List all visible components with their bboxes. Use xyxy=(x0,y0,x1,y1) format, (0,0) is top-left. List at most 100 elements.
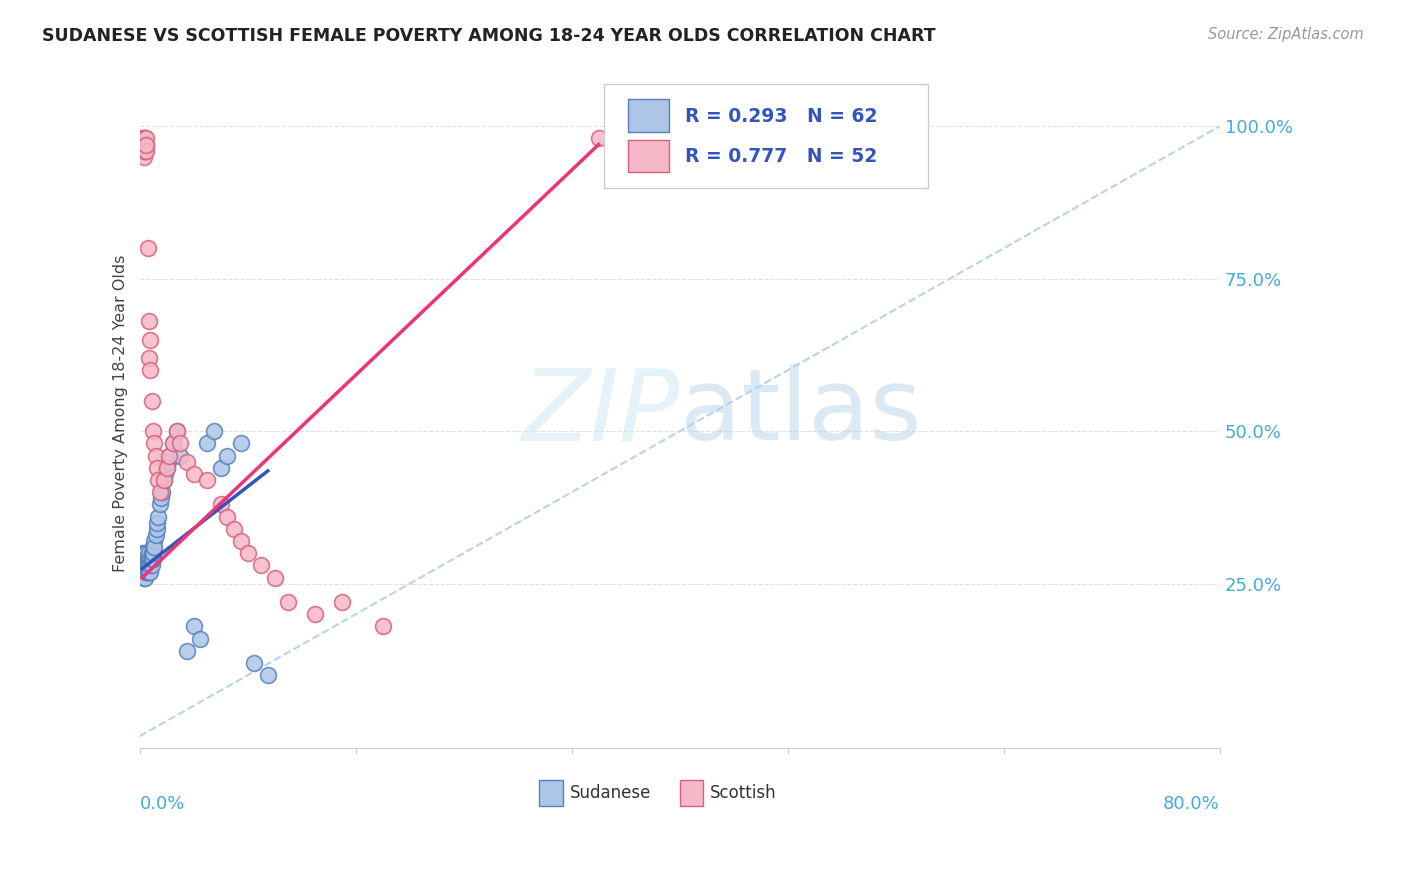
Point xyxy=(371,619,394,633)
Text: ZIP: ZIP xyxy=(522,365,679,461)
Bar xyxy=(627,140,669,172)
Point xyxy=(157,449,180,463)
Point xyxy=(132,137,155,152)
Point xyxy=(236,546,259,560)
Point xyxy=(131,546,153,560)
Point xyxy=(136,558,159,573)
Point xyxy=(149,485,172,500)
Point xyxy=(131,137,153,152)
Point xyxy=(155,461,177,475)
Point xyxy=(135,558,157,573)
Point xyxy=(138,552,160,566)
Point xyxy=(229,534,252,549)
Point xyxy=(135,131,157,145)
Text: 80.0%: 80.0% xyxy=(1163,796,1220,814)
Point xyxy=(131,131,153,145)
Point xyxy=(195,473,218,487)
Point xyxy=(142,546,165,560)
Point xyxy=(138,558,160,573)
Point xyxy=(155,461,177,475)
Point xyxy=(136,558,159,573)
Point xyxy=(132,131,155,145)
Text: SUDANESE VS SCOTTISH FEMALE POVERTY AMONG 18-24 YEAR OLDS CORRELATION CHART: SUDANESE VS SCOTTISH FEMALE POVERTY AMON… xyxy=(42,27,936,45)
Point xyxy=(142,540,165,554)
Point xyxy=(142,552,165,566)
Point xyxy=(136,552,159,566)
Point xyxy=(134,144,156,158)
Text: R = 0.777   N = 52: R = 0.777 N = 52 xyxy=(685,147,877,167)
Point xyxy=(166,424,188,438)
Point xyxy=(142,424,165,438)
Point xyxy=(143,540,166,554)
Point xyxy=(176,644,198,658)
Point xyxy=(132,150,155,164)
Point xyxy=(138,314,160,328)
Point xyxy=(134,144,156,158)
Bar xyxy=(538,780,562,805)
Point xyxy=(150,491,173,506)
Point xyxy=(141,393,163,408)
Point xyxy=(250,558,273,573)
Point xyxy=(134,565,156,579)
Point xyxy=(145,449,167,463)
Point xyxy=(138,351,160,365)
Point xyxy=(202,424,225,438)
Point xyxy=(169,436,191,450)
Point xyxy=(132,552,155,566)
Point xyxy=(152,485,174,500)
Point xyxy=(138,565,160,579)
Point xyxy=(166,424,188,438)
Point xyxy=(243,656,266,670)
Point xyxy=(134,552,156,566)
Point xyxy=(145,528,167,542)
Point xyxy=(143,436,166,450)
Text: Source: ZipAtlas.com: Source: ZipAtlas.com xyxy=(1208,27,1364,42)
Point xyxy=(263,571,285,585)
Point xyxy=(139,363,162,377)
Point xyxy=(188,632,211,646)
Point xyxy=(134,137,156,152)
Point xyxy=(134,546,156,560)
Point xyxy=(132,558,155,573)
Point xyxy=(135,565,157,579)
Point xyxy=(131,144,153,158)
Point xyxy=(153,473,176,487)
Point xyxy=(135,144,157,158)
Point xyxy=(588,131,610,145)
Point xyxy=(209,498,232,512)
Bar xyxy=(627,99,669,132)
Point xyxy=(176,455,198,469)
Point xyxy=(135,552,157,566)
Point xyxy=(135,552,157,566)
Point xyxy=(132,137,155,152)
Point xyxy=(148,473,170,487)
Point xyxy=(217,509,239,524)
Point xyxy=(162,436,184,450)
Point xyxy=(141,546,163,560)
Point xyxy=(134,137,156,152)
Point xyxy=(132,131,155,145)
Point xyxy=(135,137,157,152)
Point xyxy=(148,509,170,524)
Point xyxy=(229,436,252,450)
Point xyxy=(132,144,155,158)
Y-axis label: Female Poverty Among 18-24 Year Olds: Female Poverty Among 18-24 Year Olds xyxy=(114,254,128,572)
Point xyxy=(139,565,162,579)
Point xyxy=(162,436,184,450)
Text: 0.0%: 0.0% xyxy=(139,796,186,814)
Point xyxy=(135,546,157,560)
Point xyxy=(156,455,179,469)
Point xyxy=(157,449,180,463)
Point xyxy=(153,473,176,487)
Point xyxy=(256,668,278,682)
Point xyxy=(135,558,157,573)
Point xyxy=(143,534,166,549)
Point xyxy=(135,137,157,152)
Point xyxy=(146,516,169,530)
Point xyxy=(141,558,163,573)
Point xyxy=(136,241,159,255)
Point xyxy=(134,558,156,573)
Text: Sudanese: Sudanese xyxy=(569,784,651,802)
Point xyxy=(138,546,160,560)
Point xyxy=(153,467,176,481)
